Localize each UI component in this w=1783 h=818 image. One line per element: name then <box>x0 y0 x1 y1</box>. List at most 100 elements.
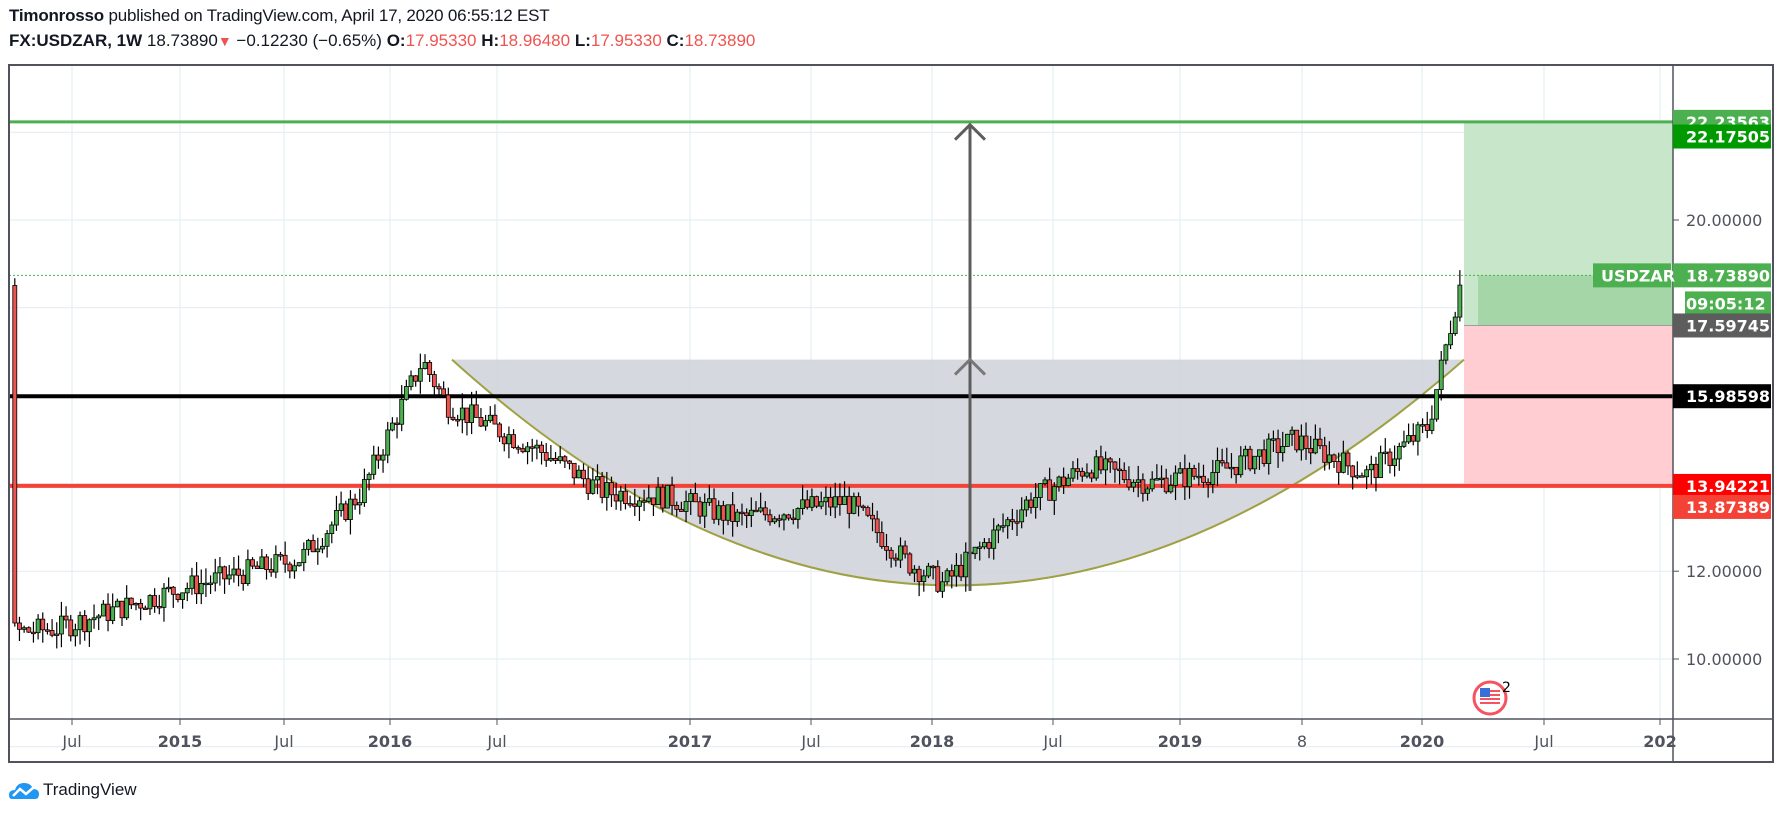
candle-body <box>944 570 950 583</box>
candle-body <box>581 469 586 480</box>
candle-body <box>660 486 666 509</box>
candle-body <box>198 582 204 595</box>
loss-zone <box>1464 325 1673 486</box>
candle-body <box>954 564 959 577</box>
candle-body <box>464 407 470 423</box>
candle-body <box>296 562 302 567</box>
candle-body <box>497 423 502 438</box>
us-flag-icon <box>1472 680 1508 716</box>
candle-body <box>856 496 861 507</box>
candle-body <box>1093 456 1099 479</box>
candle-body <box>688 493 694 502</box>
candle-body <box>469 404 475 423</box>
candle-body <box>105 603 111 621</box>
x-tick-label: 2017 <box>668 732 713 751</box>
flag-stripe <box>1480 702 1500 704</box>
candle-body <box>758 507 764 512</box>
candle-body <box>734 511 740 522</box>
candle-body <box>254 565 260 569</box>
candle-body <box>264 556 269 570</box>
cup-curve <box>451 358 1465 587</box>
horizontal-lines[interactable] <box>9 120 1673 488</box>
author-name[interactable]: Timonrosso <box>9 6 104 25</box>
candle-body <box>455 419 461 422</box>
candle-body <box>609 482 614 496</box>
x-tick-label: 8 <box>1297 732 1307 751</box>
y-tick-label: 10.00000 <box>1686 650 1762 669</box>
candle-body <box>795 508 801 520</box>
candle-body <box>77 615 83 631</box>
low-label: L: <box>574 31 591 50</box>
candle-body <box>595 476 600 481</box>
candle-body <box>110 606 116 621</box>
candle-body <box>1289 429 1295 435</box>
candle-body <box>96 615 102 619</box>
candle-body <box>1215 460 1220 473</box>
candle-body <box>450 416 456 420</box>
candle-body <box>991 529 997 549</box>
candle-body <box>375 454 381 461</box>
candle-body <box>888 549 894 559</box>
candle-body <box>1065 477 1071 487</box>
candle-body <box>68 619 74 637</box>
candle-body <box>762 507 768 516</box>
candle-body <box>217 566 223 574</box>
candle-body <box>599 476 605 498</box>
cup-pattern[interactable] <box>451 358 1465 587</box>
candle-body <box>1303 435 1309 449</box>
candle-body <box>352 498 358 506</box>
candle-body <box>1056 476 1062 488</box>
x-tick-label: 2018 <box>910 732 955 751</box>
tradingview-logo[interactable]: TradingView <box>9 780 137 800</box>
candle-body <box>166 586 172 590</box>
candle-body <box>912 568 917 574</box>
candle-body <box>809 496 815 508</box>
price-axis[interactable]: 20.0000012.0000010.0000022.2356322.17505… <box>1593 109 1771 669</box>
arrow-head-top <box>953 122 987 141</box>
event-marker[interactable]: 2 <box>1472 680 1511 716</box>
candle-body <box>720 505 726 521</box>
measure-arrow[interactable] <box>953 122 987 591</box>
candle-body <box>1326 454 1332 463</box>
x-tick-label: 2020 <box>1400 732 1445 751</box>
candle-body <box>1028 499 1034 508</box>
cup-fill <box>452 359 1464 586</box>
candle-body <box>310 540 316 553</box>
x-tick-label: 2015 <box>158 732 203 751</box>
candle-body <box>678 508 684 512</box>
symbol-interval: FX:USDZAR, 1W <box>9 31 143 50</box>
candle-body <box>1247 448 1253 470</box>
candle-body <box>31 631 36 635</box>
candle-body <box>114 600 120 608</box>
candle-body <box>17 622 22 630</box>
candle-body <box>692 493 698 503</box>
x-tick-label: 2019 <box>1158 732 1203 751</box>
candle-body <box>744 512 750 516</box>
candle-body <box>1187 467 1192 488</box>
published-text: published on TradingView.com, April 17, … <box>108 6 550 25</box>
candle-body <box>1387 451 1393 466</box>
candle-body <box>711 498 717 520</box>
flag-canton <box>1480 688 1490 697</box>
candle-body <box>413 375 419 382</box>
position-zones[interactable] <box>1464 121 1673 486</box>
candle-body <box>385 429 391 456</box>
candle-body <box>748 509 754 516</box>
candle-body <box>100 603 106 617</box>
candle-body <box>1126 479 1132 488</box>
candle-body <box>874 518 880 534</box>
candle-body <box>781 514 787 521</box>
candle-body <box>604 482 610 498</box>
candle-body <box>1084 472 1090 477</box>
candle-body <box>1159 477 1164 481</box>
candle-body <box>1229 466 1234 470</box>
time-axis[interactable]: Jul 2015 Jul 2016 Jul 2017 Jul 2018 Jul 2019 8 2020… <box>61 719 1677 751</box>
x-tick-label: Jul <box>800 732 820 751</box>
candle-body <box>203 582 209 586</box>
candle-body <box>1284 433 1290 447</box>
candle-body <box>926 565 931 577</box>
candle-body <box>301 548 307 564</box>
candle-body <box>54 633 60 636</box>
candle-body <box>1378 452 1384 479</box>
